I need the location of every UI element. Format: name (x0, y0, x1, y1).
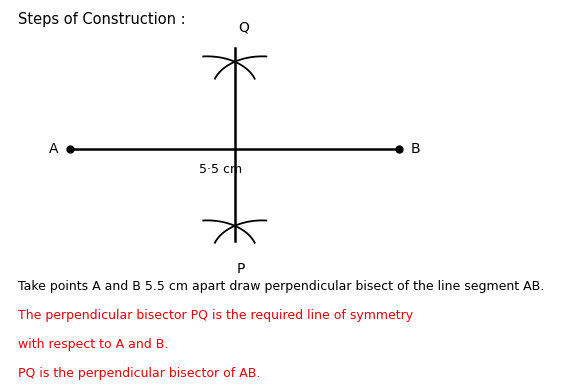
Text: with respect to A and B.: with respect to A and B. (18, 338, 168, 351)
Text: A: A (49, 142, 59, 156)
Text: Q: Q (238, 21, 249, 35)
Text: PQ is the perpendicular bisector of AB.: PQ is the perpendicular bisector of AB. (18, 367, 260, 380)
Text: P: P (237, 262, 245, 276)
Text: B: B (411, 142, 420, 156)
Text: Take points A and B 5.5 cm apart draw perpendicular bisect of the line segment A: Take points A and B 5.5 cm apart draw pe… (18, 280, 544, 293)
Text: 5·5 cm: 5·5 cm (198, 163, 242, 176)
Text: The perpendicular bisector PQ is the required line of symmetry: The perpendicular bisector PQ is the req… (18, 309, 413, 322)
Text: Steps of Construction :: Steps of Construction : (18, 12, 185, 27)
